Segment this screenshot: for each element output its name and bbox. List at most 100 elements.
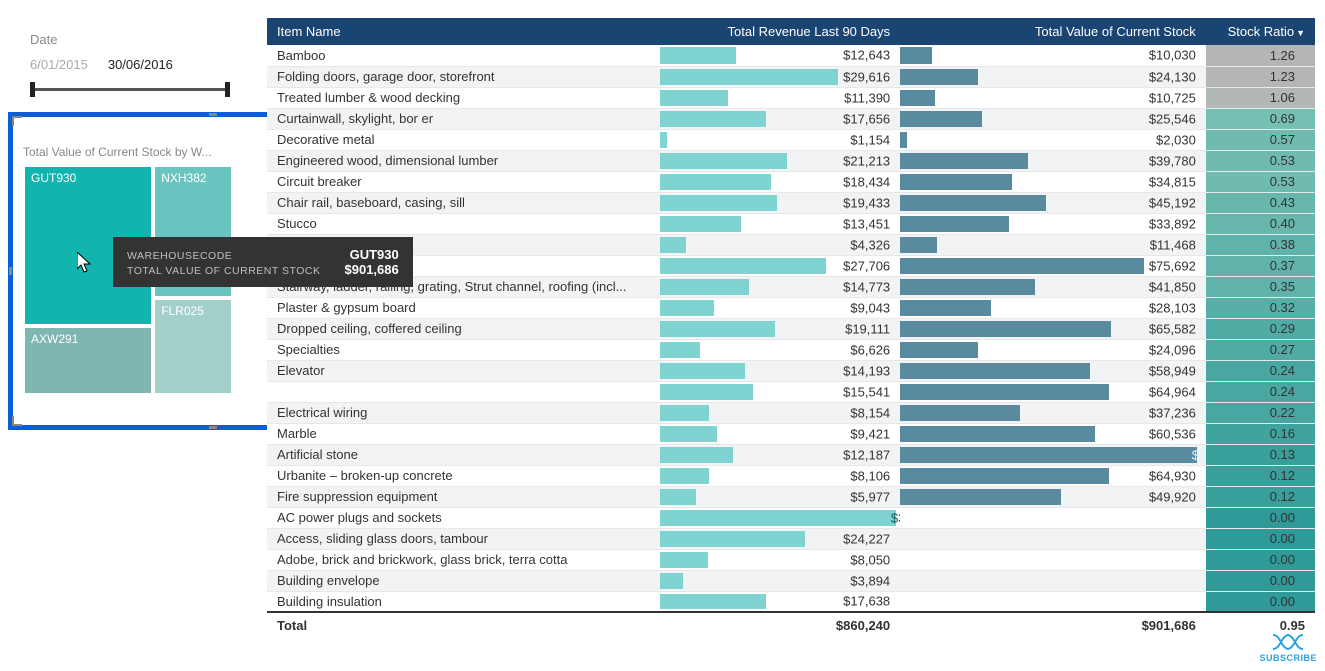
ratio-cell: 0.69 (1206, 108, 1315, 129)
ratio-cell: 0.32 (1206, 297, 1315, 318)
table-row[interactable]: Urbanite – broken-up concrete$8,106$64,9… (267, 465, 1315, 486)
treemap-cell[interactable]: FLR025 (153, 298, 233, 395)
item-name-cell: Chair rail, baseboard, casing, sill (267, 192, 660, 213)
stock-cell: $45,192 (900, 192, 1206, 213)
revenue-cell: $17,656 (660, 108, 900, 129)
stock-cell: $24,096 (900, 339, 1206, 360)
table-row[interactable]: g, Panelling$27,706$75,6920.37 (267, 255, 1315, 276)
table-row[interactable]: Folding doors, garage door, storefront$2… (267, 66, 1315, 87)
revenue-cell: $24,227 (660, 528, 900, 549)
item-name-cell: Dropped ceiling, coffered ceiling (267, 318, 660, 339)
item-name-cell: Marble (267, 423, 660, 444)
stock-cell: $65,582 (900, 318, 1206, 339)
resize-handle[interactable] (12, 116, 22, 126)
item-name-cell: Circuit breaker (267, 171, 660, 192)
column-header[interactable]: Item Name (267, 18, 660, 45)
table-row[interactable]: Plaster & gypsum board$9,043$28,1030.32 (267, 297, 1315, 318)
item-name-cell: Curtainwall, skylight, bor er (267, 108, 660, 129)
date-slicer-label: Date (30, 32, 230, 47)
item-name-cell: Decorative metal (267, 129, 660, 150)
slider-thumb-right[interactable] (225, 82, 230, 97)
item-name-cell: Treated lumber & wood decking (267, 87, 660, 108)
table-row[interactable]: Specialties$6,626$24,0960.27 (267, 339, 1315, 360)
date-slicer[interactable]: Date 6/01/2015 30/06/2016 (30, 32, 230, 100)
tooltip-value: $901,686 (345, 262, 399, 277)
ratio-cell: 0.43 (1206, 192, 1315, 213)
ratio-cell: 1.23 (1206, 66, 1315, 87)
table-row[interactable]: $4,326$11,4680.38 (267, 234, 1315, 255)
table-row[interactable]: Circuit breaker$18,434$34,8150.53 (267, 171, 1315, 192)
table-row[interactable]: Treated lumber & wood decking$11,390$10,… (267, 87, 1315, 108)
tooltip-key: TOTAL VALUE OF CURRENT STOCK (127, 265, 321, 277)
stock-cell (900, 570, 1206, 591)
stock-cell: $24,130 (900, 66, 1206, 87)
item-name-cell: Adobe, brick and brickwork, glass brick,… (267, 549, 660, 570)
stock-cell: $60,536 (900, 423, 1206, 444)
table-row[interactable]: Adobe, brick and brickwork, glass brick,… (267, 549, 1315, 570)
revenue-cell: $11,390 (660, 87, 900, 108)
table-row[interactable]: Elevator$14,193$58,9490.24 (267, 360, 1315, 381)
tooltip-key: WAREHOUSECODE (127, 250, 232, 262)
revenue-cell: $8,154 (660, 402, 900, 423)
table-row[interactable]: Curtainwall, skylight, bor er$17,656$25,… (267, 108, 1315, 129)
table-row[interactable]: Engineered wood, dimensional lumber$21,2… (267, 150, 1315, 171)
column-header[interactable]: Total Value of Current Stock (900, 18, 1206, 45)
item-name-cell: Plaster & gypsum board (267, 297, 660, 318)
table-row[interactable]: Building envelope$3,8940.00 (267, 570, 1315, 591)
revenue-cell: $9,043 (660, 297, 900, 318)
revenue-cell: $14,773 (660, 276, 900, 297)
table-row[interactable]: Decorative metal$1,154$2,0300.57 (267, 129, 1315, 150)
table-row[interactable]: Marble$9,421$60,5360.16 (267, 423, 1315, 444)
item-name-cell: Specialties (267, 339, 660, 360)
table-row[interactable]: Artificial stone$12,187$92,2200.13 (267, 444, 1315, 465)
revenue-cell: $8,106 (660, 465, 900, 486)
resize-handle[interactable] (209, 426, 217, 429)
stock-cell: $64,930 (900, 465, 1206, 486)
date-start[interactable]: 6/01/2015 (30, 57, 88, 72)
column-header[interactable]: Stock Ratio▼ (1206, 18, 1315, 45)
table-row[interactable]: AC power plugs and sockets$39,2540.00 (267, 507, 1315, 528)
resize-handle[interactable] (12, 416, 22, 426)
table-row[interactable]: Stucco$13,451$33,8920.40 (267, 213, 1315, 234)
date-end[interactable]: 30/06/2016 (108, 57, 173, 72)
subscribe-badge[interactable]: SUBSCRIBE (1259, 633, 1317, 663)
cursor-icon (77, 252, 97, 276)
ratio-cell: 0.00 (1206, 570, 1315, 591)
item-name-cell: Elevator (267, 360, 660, 381)
ratio-cell: 0.27 (1206, 339, 1315, 360)
revenue-cell: $13,451 (660, 213, 900, 234)
stock-cell: $37,236 (900, 402, 1206, 423)
table-row[interactable]: Bamboo$12,643$10,0301.26 (267, 45, 1315, 66)
revenue-cell: $19,433 (660, 192, 900, 213)
ratio-cell: 0.00 (1206, 528, 1315, 549)
revenue-cell: $6,626 (660, 339, 900, 360)
slider-thumb-left[interactable] (30, 82, 35, 97)
table-row[interactable]: Chair rail, baseboard, casing, sill$19,4… (267, 192, 1315, 213)
date-slider[interactable] (30, 80, 230, 100)
ratio-cell: 0.22 (1206, 402, 1315, 423)
column-header[interactable]: Total Revenue Last 90 Days (660, 18, 900, 45)
revenue-cell: $15,541 (660, 381, 900, 402)
ratio-cell: 0.40 (1206, 213, 1315, 234)
resize-handle[interactable] (9, 267, 12, 275)
table-row[interactable]: Dropped ceiling, coffered ceiling$19,111… (267, 318, 1315, 339)
table-row[interactable]: Building insulation$17,6380.00 (267, 591, 1315, 612)
item-name-cell: Building envelope (267, 570, 660, 591)
revenue-cell: $12,187 (660, 444, 900, 465)
item-name-cell: Building insulation (267, 591, 660, 612)
revenue-cell: $12,643 (660, 45, 900, 66)
resize-handle[interactable] (209, 113, 217, 116)
stock-cell: $2,030 (900, 129, 1206, 150)
revenue-cell: $8,050 (660, 549, 900, 570)
revenue-cell: $4,326 (660, 234, 900, 255)
revenue-cell: $5,977 (660, 486, 900, 507)
table-visual[interactable]: Item NameTotal Revenue Last 90 DaysTotal… (267, 18, 1315, 661)
ratio-cell: 0.29 (1206, 318, 1315, 339)
table-row[interactable]: Electrical wiring$8,154$37,2360.22 (267, 402, 1315, 423)
table-row[interactable]: Fire suppression equipment$5,977$49,9200… (267, 486, 1315, 507)
stock-cell: $75,692 (900, 255, 1206, 276)
table-row[interactable]: Stairway, ladder, railing, grating, Stru… (267, 276, 1315, 297)
table-row[interactable]: Access, sliding glass doors, tambour$24,… (267, 528, 1315, 549)
table-row[interactable]: $15,541$64,9640.24 (267, 381, 1315, 402)
treemap-cell[interactable]: AXW291 (23, 326, 153, 395)
